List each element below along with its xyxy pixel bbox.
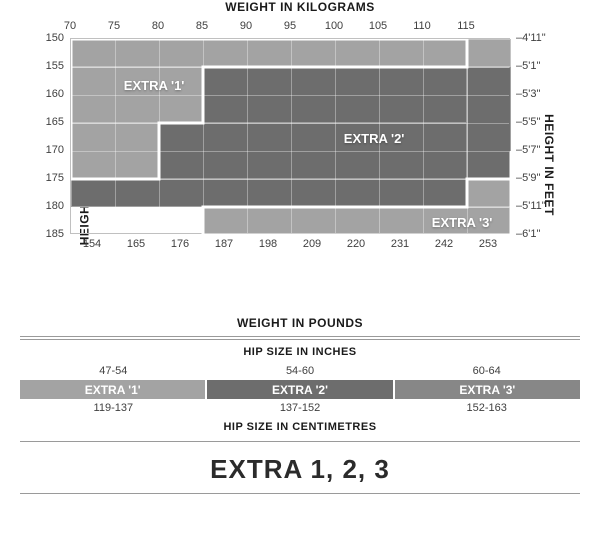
chart-cell <box>467 39 511 67</box>
hip-cm-value: 137-152 <box>207 399 394 417</box>
tick-ft: –4'11" <box>516 32 546 44</box>
axis-label-lb: WEIGHT IN POUNDS <box>0 316 600 330</box>
tick-lb: 198 <box>259 238 277 250</box>
tick-lb: 187 <box>215 238 233 250</box>
tick-kg: 105 <box>369 20 387 32</box>
hip-inch-value: 60-64 <box>393 362 580 380</box>
hip-inch-row: 47-5454-6060-64 <box>20 362 580 380</box>
chart-cell <box>71 39 467 67</box>
tick-lb: 231 <box>391 238 409 250</box>
tick-ft: –5'1" <box>516 60 540 72</box>
axis-label-kg: WEIGHT IN KILOGRAMS <box>0 0 600 14</box>
hip-inch-value: 47-54 <box>20 362 207 380</box>
zone-label: EXTRA '1' <box>124 78 185 93</box>
tick-lb: 242 <box>435 238 453 250</box>
tick-cm: 170 <box>40 144 64 156</box>
tick-ft: –5'7" <box>516 144 540 156</box>
chart-cell <box>71 179 467 207</box>
tick-ft: –5'3" <box>516 88 540 100</box>
tick-lb: 209 <box>303 238 321 250</box>
gridline-v <box>247 39 248 233</box>
gridline-v <box>159 39 160 233</box>
tick-ft: –5'5" <box>516 116 540 128</box>
gridline-h <box>71 67 509 68</box>
divider-single-2 <box>20 493 580 494</box>
tick-ft: –5'9" <box>516 172 540 184</box>
hip-inch-value: 54-60 <box>207 362 394 380</box>
divider-double <box>20 336 580 340</box>
tick-lb: 154 <box>83 238 101 250</box>
zone-label: EXTRA '2' <box>344 131 405 146</box>
hip-bar-seg: EXTRA '3' <box>393 380 580 399</box>
gridline-v <box>291 39 292 233</box>
tick-kg: 85 <box>196 20 208 32</box>
tick-kg: 100 <box>325 20 343 32</box>
tick-kg: 75 <box>108 20 120 32</box>
tick-kg: 110 <box>413 20 431 32</box>
gridline-v <box>335 39 336 233</box>
hip-title-inches: HIP SIZE IN INCHES <box>0 346 600 358</box>
gridline-h <box>71 179 509 180</box>
size-chart: WEIGHT IN KILOGRAMS HEIGHT IN CENTIMETRE… <box>0 0 600 330</box>
divider-single-1 <box>20 441 580 442</box>
hip-cm-value: 119-137 <box>20 399 207 417</box>
chart-cell <box>467 179 511 207</box>
gridline-h <box>71 95 509 96</box>
gridline-v <box>203 39 204 233</box>
chart-grid: EXTRA '1' EXTRA '2' EXTRA '3' <box>70 38 510 234</box>
hip-bar-seg: EXTRA '1' <box>20 380 205 399</box>
gridline-h <box>71 207 509 208</box>
tick-ft: –6'1" <box>516 228 540 240</box>
tick-lb: 165 <box>127 238 145 250</box>
tick-cm: 175 <box>40 172 64 184</box>
hip-cm-value: 152-163 <box>393 399 580 417</box>
gridline-h <box>71 151 509 152</box>
hip-bar: EXTRA '1'EXTRA '2'EXTRA '3' <box>20 380 580 399</box>
tick-kg: 80 <box>152 20 164 32</box>
tick-kg: 95 <box>284 20 296 32</box>
gridline-h <box>71 123 509 124</box>
tick-cm: 165 <box>40 116 64 128</box>
tick-kg: 70 <box>64 20 76 32</box>
tick-ft: –5'11" <box>516 200 546 212</box>
tick-kg: 115 <box>457 20 475 32</box>
tick-lb: 220 <box>347 238 365 250</box>
gridline-v <box>467 39 468 233</box>
tick-kg: 90 <box>240 20 252 32</box>
hip-title-cm: HIP SIZE IN CENTIMETRES <box>0 421 600 433</box>
page-title: EXTRA 1, 2, 3 <box>0 454 600 485</box>
tick-lb: 176 <box>171 238 189 250</box>
tick-cm: 180 <box>40 200 64 212</box>
tick-cm: 185 <box>40 228 64 240</box>
zone-label: EXTRA '3' <box>432 215 493 230</box>
gridline-v <box>115 39 116 233</box>
tick-lb: 253 <box>479 238 497 250</box>
tick-cm: 150 <box>40 32 64 44</box>
tick-cm: 160 <box>40 88 64 100</box>
hip-bar-seg: EXTRA '2' <box>205 380 392 399</box>
hip-size-section: HIP SIZE IN INCHES 47-5454-6060-64 EXTRA… <box>0 346 600 433</box>
hip-cm-row: 119-137137-152152-163 <box>20 399 580 417</box>
tick-cm: 155 <box>40 60 64 72</box>
gridline-v <box>423 39 424 233</box>
